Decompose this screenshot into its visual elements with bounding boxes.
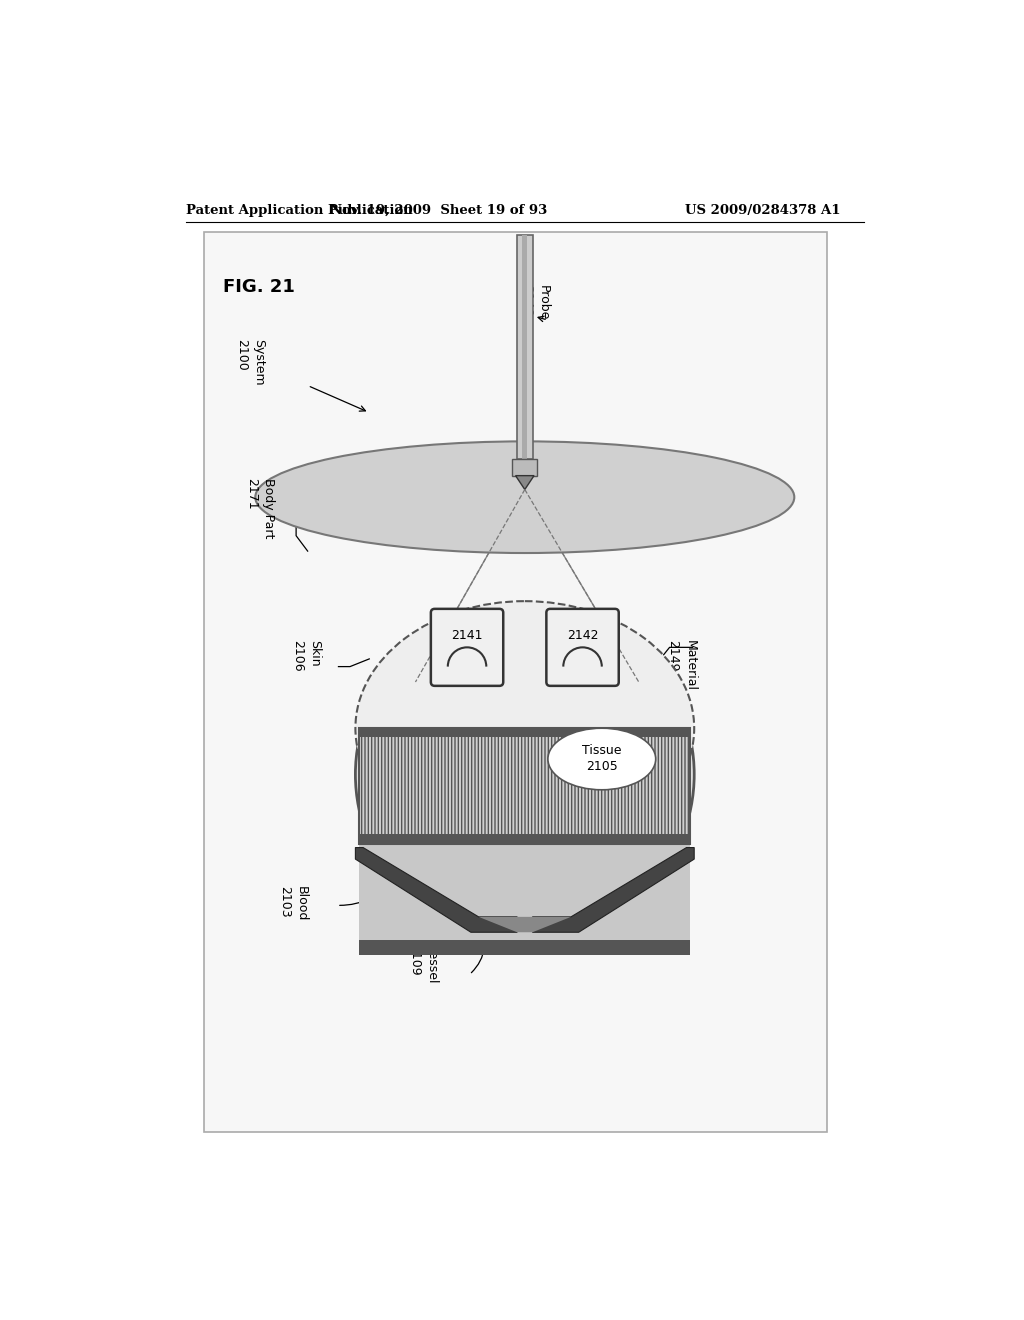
Text: Material
2149: Material 2149: [667, 640, 696, 690]
Polygon shape: [478, 917, 571, 932]
Bar: [359, 729, 690, 738]
Polygon shape: [532, 847, 694, 932]
Bar: [359, 729, 690, 843]
Bar: [359, 843, 690, 944]
Text: Vessel
2109: Vessel 2109: [409, 944, 438, 983]
Text: Tissue
2105: Tissue 2105: [582, 744, 622, 774]
Ellipse shape: [548, 729, 655, 789]
FancyBboxPatch shape: [547, 609, 618, 686]
Text: FIG. 21: FIG. 21: [223, 277, 295, 296]
Polygon shape: [416, 490, 639, 682]
Polygon shape: [355, 847, 517, 932]
Text: Skin
2106: Skin 2106: [292, 640, 322, 672]
Text: System
2100: System 2100: [236, 339, 265, 385]
Bar: [517, 235, 532, 459]
Text: Probe
2140: Probe 2140: [520, 285, 550, 321]
Ellipse shape: [355, 601, 694, 855]
Text: Body Part
2171: Body Part 2171: [245, 478, 274, 539]
Bar: [522, 235, 527, 459]
FancyBboxPatch shape: [431, 609, 503, 686]
Circle shape: [355, 605, 694, 944]
Text: US 2009/0284378 A1: US 2009/0284378 A1: [685, 205, 841, 218]
Ellipse shape: [255, 441, 795, 553]
Bar: [512, 459, 538, 475]
FancyBboxPatch shape: [204, 231, 827, 1133]
Bar: [359, 940, 690, 956]
Text: Blood
2103: Blood 2103: [278, 886, 307, 921]
Text: Patent Application Publication: Patent Application Publication: [186, 205, 413, 218]
Polygon shape: [515, 475, 535, 490]
Bar: [359, 834, 690, 843]
Text: Nov. 19, 2009  Sheet 19 of 93: Nov. 19, 2009 Sheet 19 of 93: [330, 205, 547, 218]
Text: 2142: 2142: [567, 630, 598, 643]
Text: 2141: 2141: [452, 630, 482, 643]
